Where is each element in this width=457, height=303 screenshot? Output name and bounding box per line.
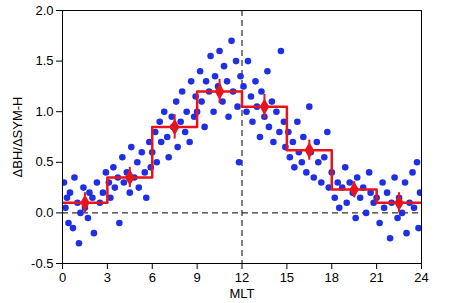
svg-text:1.0: 1.0 <box>35 104 53 119</box>
svg-text:24: 24 <box>414 270 428 285</box>
svg-text:2.0: 2.0 <box>35 3 53 18</box>
svg-text:1.5: 1.5 <box>35 53 53 68</box>
svg-text:0.5: 0.5 <box>35 154 53 169</box>
svg-text:-0.5: -0.5 <box>31 256 53 271</box>
svg-text:MLT: MLT <box>229 286 254 301</box>
svg-text:9: 9 <box>194 270 201 285</box>
svg-text:15: 15 <box>280 270 294 285</box>
svg-text:6: 6 <box>149 270 156 285</box>
svg-text:0.0: 0.0 <box>35 205 53 220</box>
svg-text:21: 21 <box>369 270 383 285</box>
svg-text:18: 18 <box>325 270 339 285</box>
svg-text:3: 3 <box>104 270 111 285</box>
svg-text:12: 12 <box>235 270 249 285</box>
svg-text:0: 0 <box>59 270 66 285</box>
svg-text:ΔBH/ΔSYM-H: ΔBH/ΔSYM-H <box>10 97 25 178</box>
